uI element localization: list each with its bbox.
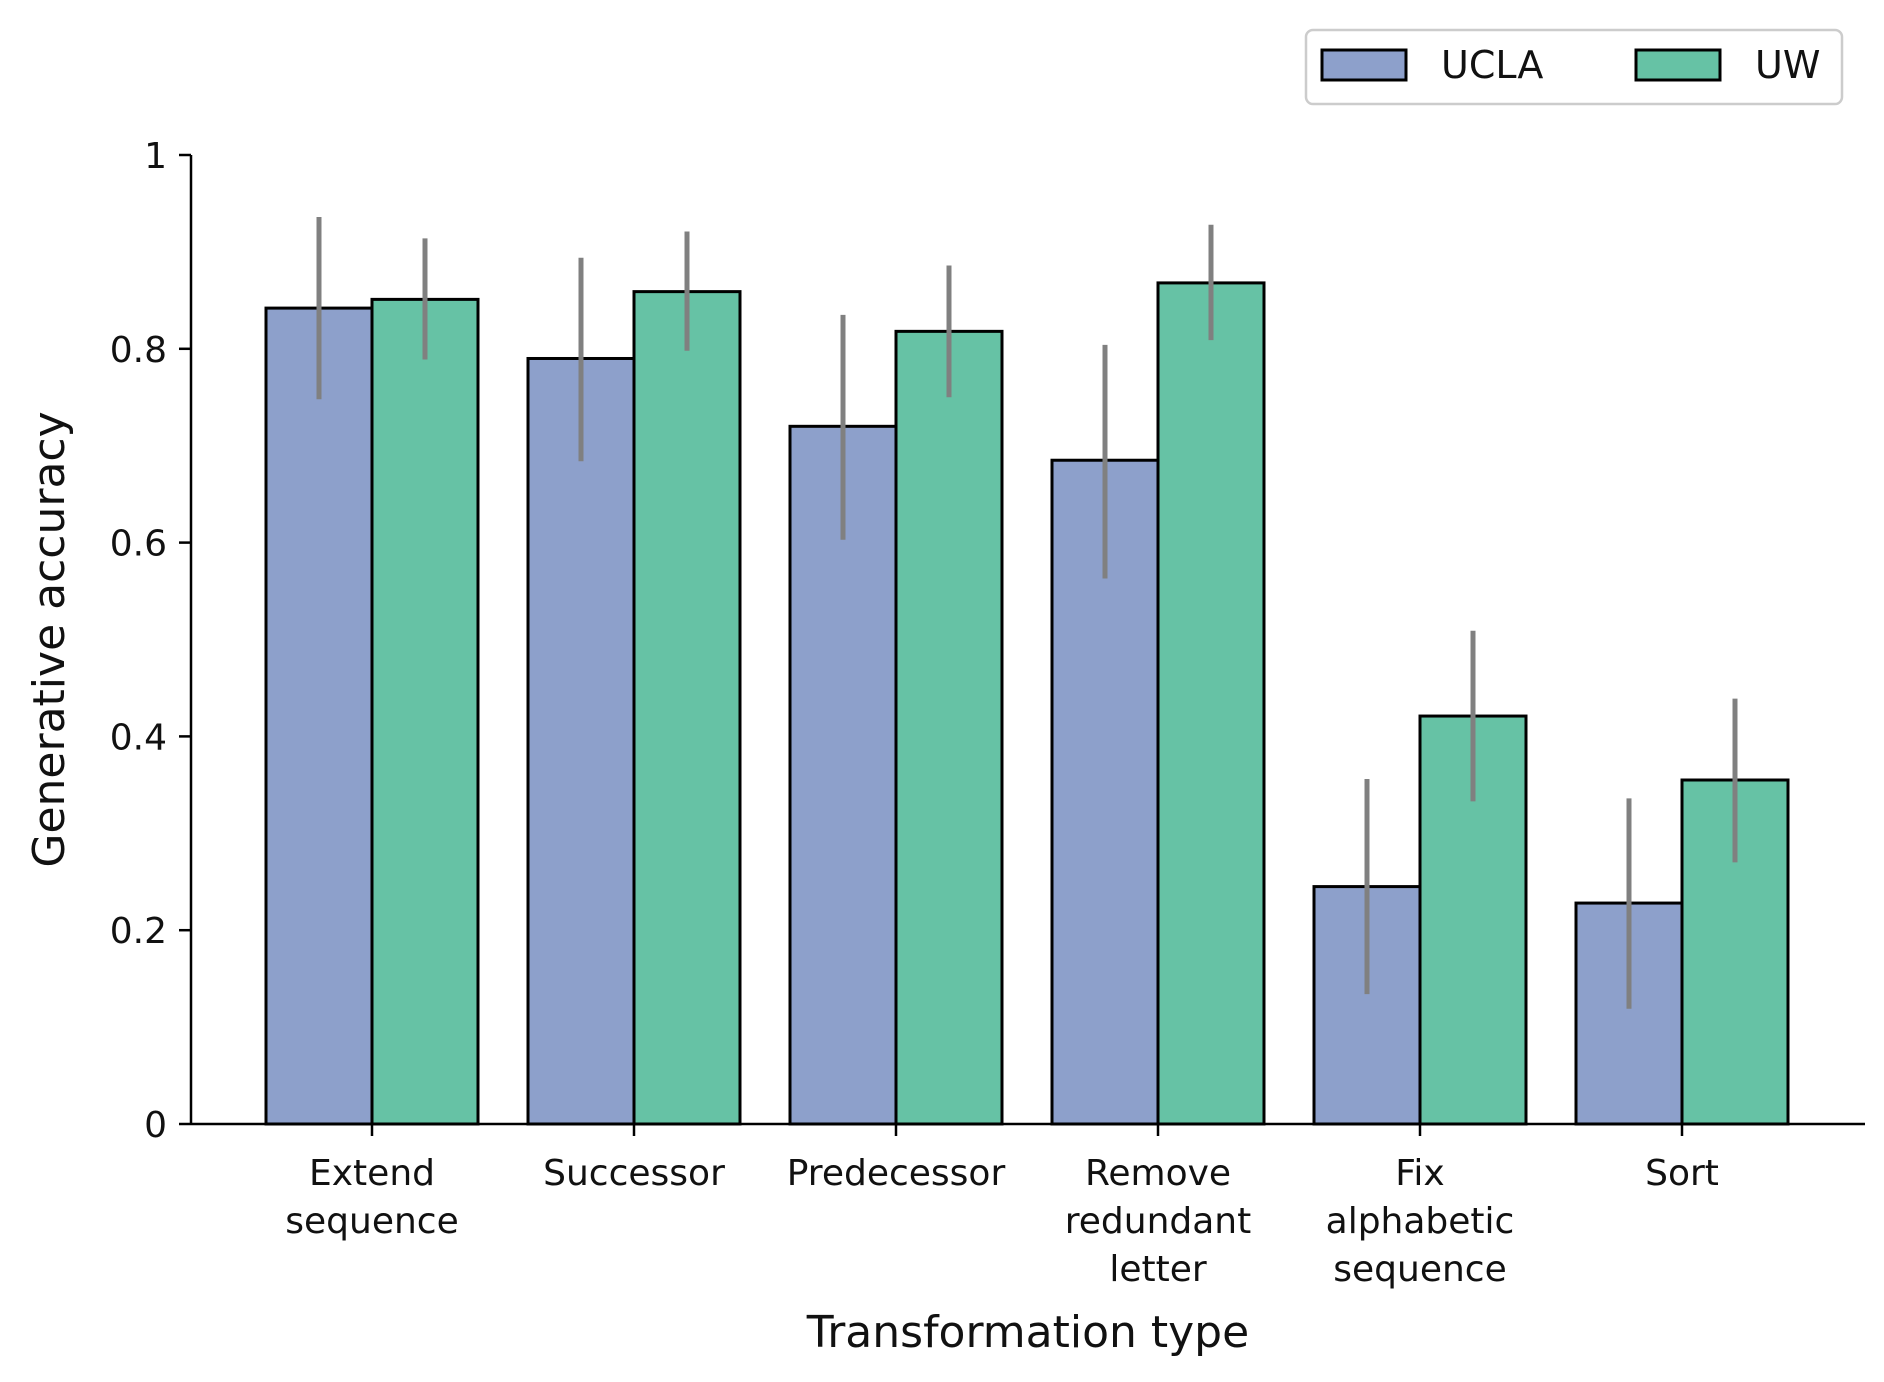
x-tick-label: Successor (543, 1153, 725, 1194)
y-tick-label: 0.4 (110, 717, 167, 758)
error-bars-layer (316, 217, 1738, 1009)
x-tick-label: Fix alphabetic sequence (1326, 1153, 1515, 1290)
x-tick-label: Remove redundant letter (1065, 1153, 1252, 1290)
bar-ucla-1 (526, 356, 636, 1126)
bar-uw-3 (1156, 281, 1266, 1126)
bar-uw-1 (632, 290, 742, 1126)
y-tick-label: 0.8 (110, 330, 167, 371)
bars-layer (264, 281, 1790, 1126)
x-tick-label: Sort (1645, 1153, 1719, 1194)
legend-swatch-ucla (1320, 48, 1408, 82)
bar-ucla-0 (264, 306, 374, 1126)
x-tick-labels: Extend sequence Successor Predecessor Remove… (285, 1153, 1719, 1290)
bar-ucla-2 (788, 424, 898, 1126)
legend: UCLA UW (1304, 28, 1844, 106)
y-tick-label: 0.2 (110, 911, 167, 952)
legend-label-uw: UW (1755, 43, 1820, 87)
x-tick-label: Predecessor (787, 1153, 1006, 1194)
y-tick-label: 0.6 (110, 524, 167, 565)
axes (179, 153, 1865, 1136)
bar-uw-0 (370, 297, 480, 1126)
bar-uw-2 (894, 329, 1004, 1126)
legend-label-ucla: UCLA (1441, 43, 1543, 87)
x-tick-label: Extend sequence (285, 1153, 458, 1242)
bar-uw-4 (1418, 714, 1528, 1126)
y-axis-title: Generative accuracy (24, 411, 75, 867)
y-tick-labels: 0 0.2 0.4 0.6 0.8 1 (110, 136, 167, 1146)
y-tick-label: 1 (144, 136, 167, 177)
legend-swatch-uw (1634, 48, 1722, 82)
x-axis-title: Transformation type (806, 1307, 1249, 1358)
y-tick-label: 0 (144, 1105, 167, 1146)
